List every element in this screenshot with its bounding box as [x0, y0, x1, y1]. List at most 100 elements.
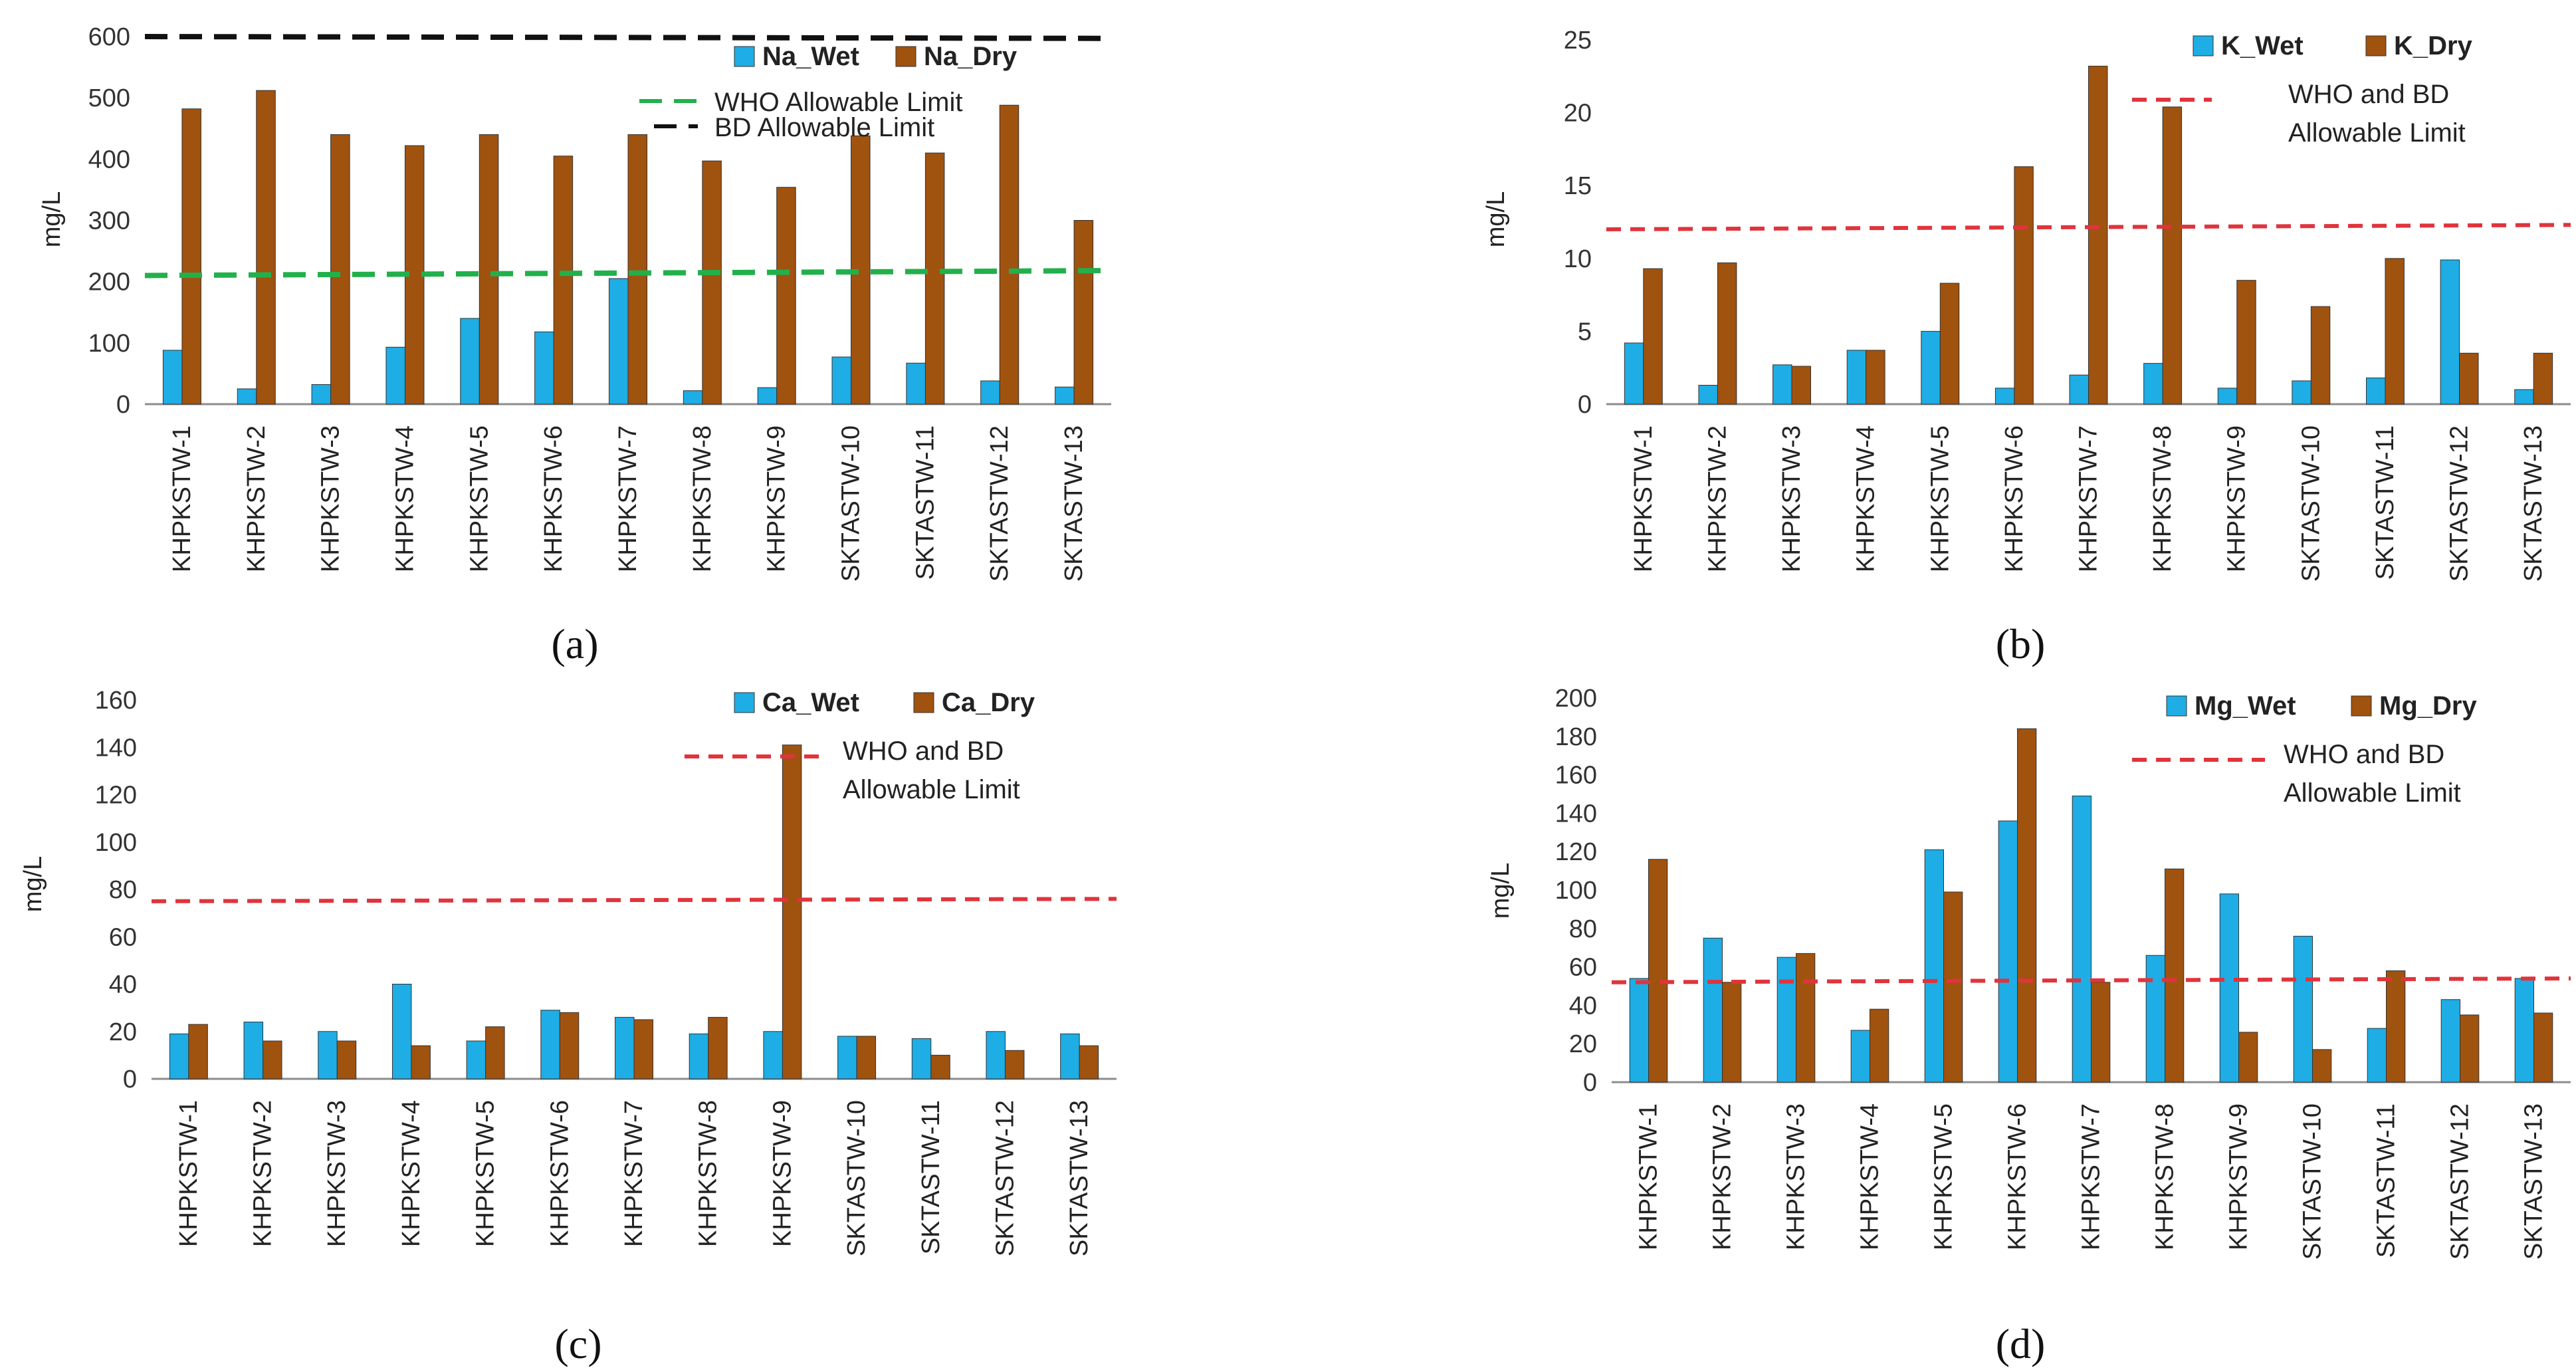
- limit-line-red: [1606, 223, 2571, 231]
- bar-ca-dry: [559, 1012, 580, 1080]
- bar-mg-dry: [1870, 1008, 1889, 1083]
- bar-k-dry: [2236, 280, 2256, 405]
- bar-na-dry: [999, 104, 1020, 405]
- bar-na-dry: [1073, 220, 1094, 405]
- bar-na-wet: [757, 387, 778, 405]
- bar-ca-wet: [1060, 1033, 1080, 1080]
- x-tick-label: KHPKSTW-6: [2000, 425, 2028, 572]
- bar-ca-wet: [986, 1031, 1006, 1080]
- y-tick-label: 180: [1555, 723, 1597, 751]
- x-tick-label: KHPKSTW-7: [614, 425, 642, 572]
- x-tick-label: KHPKSTW-5: [465, 425, 493, 572]
- y-tick-label: 20: [109, 1018, 137, 1046]
- x-tick-label: KHPKSTW-2: [249, 1100, 277, 1247]
- x-tick-label: SKTASTW-13: [1060, 425, 1088, 582]
- panel-label: (a): [551, 620, 598, 667]
- x-tick-label: SKTASTW-11: [917, 1100, 945, 1254]
- x-tick-label: KHPKSTW-3: [323, 1100, 351, 1247]
- y-tick-label: 60: [109, 923, 137, 951]
- y-tick-label: 100: [1555, 877, 1597, 905]
- y-tick-label: 100: [88, 330, 130, 358]
- bar-na-wet: [385, 346, 405, 405]
- bar-mg-wet: [1850, 1030, 1871, 1083]
- bar-k-wet: [2440, 259, 2460, 405]
- x-tick-label: KHPKSTW-6: [546, 1100, 574, 1247]
- bar-k-dry: [2459, 352, 2479, 405]
- legend-label: K_Wet: [2221, 31, 2304, 60]
- bar-ca-wet: [615, 1016, 635, 1080]
- bar-na-dry: [776, 187, 796, 405]
- x-tick-label: SKTASTW-12: [991, 1100, 1019, 1256]
- x-tick-label: KHPKSTW-2: [243, 425, 270, 572]
- y-axis-label: mg/L: [38, 191, 66, 247]
- bar-k-wet: [2069, 374, 2090, 405]
- bar-mg-wet: [1998, 820, 2018, 1083]
- bar-mg-dry: [2091, 982, 2111, 1083]
- bar-k-dry: [1791, 366, 1812, 405]
- bar-ca-wet: [540, 1010, 560, 1080]
- x-tick-label: KHPKSTW-9: [2223, 425, 2251, 572]
- bar-na-dry: [330, 134, 350, 405]
- y-tick-label: 200: [88, 269, 130, 296]
- panel-label: (b): [1996, 620, 2046, 667]
- bar-k-wet: [2217, 388, 2238, 405]
- bar-ca-wet: [243, 1022, 264, 1080]
- bar-na-dry: [924, 152, 945, 405]
- x-tick-label: KHPKSTW-1: [175, 1100, 203, 1247]
- bar-k-wet: [2514, 389, 2534, 405]
- x-tick-label: SKTASTW-10: [837, 425, 865, 582]
- x-tick-label: KHPKSTW-3: [317, 425, 345, 572]
- bar-na-dry: [479, 134, 499, 405]
- bar-na-dry: [256, 90, 276, 405]
- legend-label: Na_Dry: [924, 42, 1018, 71]
- bar-k-dry: [2014, 166, 2034, 405]
- y-tick-label: 80: [1569, 915, 1597, 943]
- x-tick-label: KHPKSTW-3: [1778, 425, 1806, 572]
- x-tick-label: KHPKSTW-1: [168, 425, 196, 572]
- x-tick-label: SKTASTW-11: [2371, 425, 2399, 580]
- legend-label: Ca_Dry: [942, 688, 1035, 717]
- limit-line-black: [144, 34, 1112, 41]
- y-tick-label: 40: [109, 971, 137, 999]
- bar-mg-wet: [2145, 955, 2166, 1083]
- x-tick-label: KHPKSTW-8: [695, 1100, 722, 1247]
- bar-k-wet: [2365, 378, 2386, 405]
- y-tick-label: 25: [1564, 27, 1592, 55]
- x-tick-label: SKTASTW-12: [2446, 1103, 2474, 1260]
- x-tick-label: SKTASTW-10: [2297, 425, 2325, 582]
- y-tick-label: 80: [109, 876, 137, 904]
- bar-mg-dry: [1722, 982, 1742, 1083]
- bar-na-wet: [1055, 386, 1075, 405]
- y-tick-label: 160: [1555, 762, 1597, 790]
- x-tick-label: KHPKSTW-8: [689, 425, 716, 572]
- bar-na-wet: [608, 278, 629, 405]
- x-tick-label: KHPKSTW-5: [1930, 1103, 1958, 1250]
- bar-ca-wet: [318, 1031, 338, 1080]
- x-tick-label: SKTASTW-10: [843, 1100, 871, 1256]
- y-tick-label: 40: [1569, 992, 1597, 1020]
- y-tick-label: 15: [1564, 172, 1592, 200]
- x-tick-label: KHPKSTW-2: [1703, 425, 1731, 572]
- limit-label: WHO and BD: [2284, 740, 2444, 769]
- x-tick-label: KHPKSTW-6: [2004, 1103, 2032, 1250]
- x-tick-label: KHPKSTW-7: [620, 1100, 648, 1247]
- x-tick-label: KHPKSTW-8: [2149, 425, 2177, 572]
- y-tick-label: 160: [95, 687, 137, 715]
- y-axis-label: mg/L: [19, 856, 47, 912]
- x-tick-label: KHPKSTW-7: [2078, 1103, 2105, 1250]
- bar-mg-wet: [2367, 1028, 2387, 1083]
- bar-k-wet: [1772, 364, 1792, 405]
- bar-ca-wet: [837, 1036, 857, 1080]
- bar-ca-dry: [782, 744, 802, 1080]
- limit-label: BD Allowable Limit: [714, 113, 934, 142]
- limit-label: Allowable Limit: [2284, 778, 2461, 808]
- x-tick-label: KHPKSTW-2: [1709, 1103, 1737, 1250]
- limit-line-green: [144, 268, 1112, 279]
- x-tick-label: SKTASTW-13: [1065, 1100, 1093, 1256]
- bar-mg-wet: [1924, 849, 1945, 1083]
- bar-k-wet: [1698, 385, 1718, 405]
- x-tick-label: KHPKSTW-1: [1630, 425, 1658, 572]
- y-tick-label: 200: [1555, 685, 1597, 713]
- x-tick-label: SKTASTW-13: [2520, 1103, 2548, 1260]
